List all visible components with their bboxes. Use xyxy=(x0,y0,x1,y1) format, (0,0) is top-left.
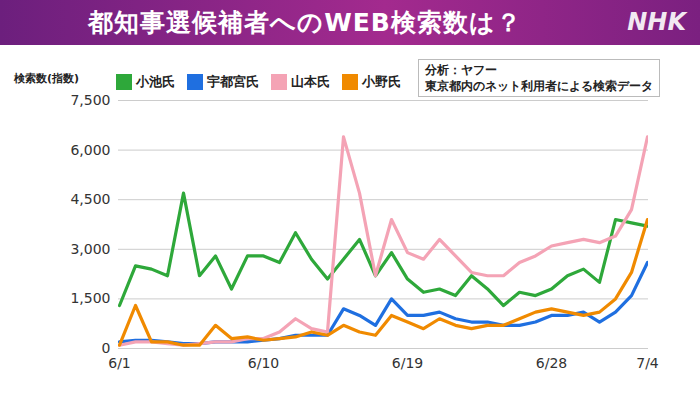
svg-text:6,000: 6,000 xyxy=(70,142,110,158)
html-text:宇都宮氏: 宇都宮氏 xyxy=(207,74,259,89)
svg-text:4,500: 4,500 xyxy=(70,191,110,207)
svg-text:6/1: 6/1 xyxy=(108,355,131,371)
svg-text:3,000: 3,000 xyxy=(70,241,110,257)
html-text:都知事選候補者へのWEB検索数は？: 都知事選候補者へのWEB検索数は？ xyxy=(88,8,522,37)
html-text:NHK: NHK xyxy=(627,8,686,36)
html-text:東京都内のネット利用者による検索データ: 東京都内のネット利用者による検索データ xyxy=(425,79,653,93)
html-text:分析：ヤフー: 分析：ヤフー xyxy=(425,63,497,77)
html-text:検索数(指数): 検索数(指数) xyxy=(14,72,80,85)
svg-text:6/10: 6/10 xyxy=(248,355,279,371)
html-text:山本氏: 山本氏 xyxy=(291,74,330,89)
svg-text:6/28: 6/28 xyxy=(536,355,567,371)
svg-text:0: 0 xyxy=(102,340,111,356)
svg-text:6/19: 6/19 xyxy=(392,355,423,371)
svg-text:1,500: 1,500 xyxy=(70,290,110,306)
svg-text:7,500: 7,500 xyxy=(70,92,110,108)
html-text:小野氏: 小野氏 xyxy=(362,74,401,89)
svg-text:7/4: 7/4 xyxy=(636,355,659,371)
html-text:小池氏: 小池氏 xyxy=(136,74,175,89)
